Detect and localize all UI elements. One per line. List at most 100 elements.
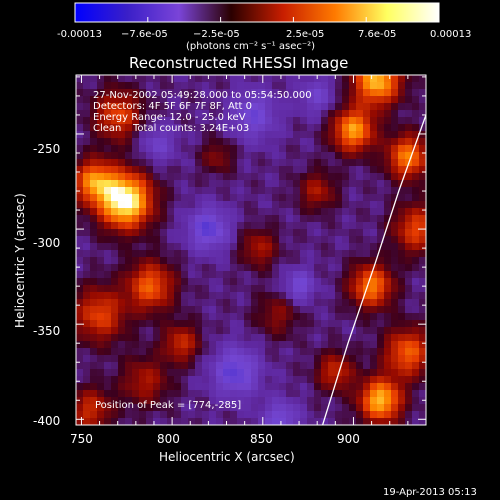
heatmap-cell xyxy=(279,75,287,83)
heatmap-cell xyxy=(139,250,147,258)
heatmap-cell xyxy=(356,75,364,83)
heatmap-cell xyxy=(230,404,238,412)
heatmap-cell xyxy=(167,285,175,293)
heatmap-cell xyxy=(314,390,322,398)
heatmap-cell xyxy=(195,215,203,223)
heatmap-cell xyxy=(251,145,259,153)
heatmap-cell xyxy=(160,320,168,328)
heatmap-cell xyxy=(209,96,217,104)
heatmap-cell xyxy=(405,334,413,342)
heatmap-cell xyxy=(118,313,126,321)
heatmap-cell xyxy=(195,194,203,202)
heatmap-cell xyxy=(398,299,406,307)
heatmap-cell xyxy=(412,411,420,419)
heatmap-cell xyxy=(398,138,406,146)
heatmap-cell xyxy=(384,89,392,97)
heatmap-cell xyxy=(258,383,266,391)
heatmap-cell xyxy=(188,299,196,307)
heatmap-cell xyxy=(195,229,203,237)
heatmap-cell xyxy=(314,334,322,342)
heatmap-cell xyxy=(139,383,147,391)
heatmap-cell xyxy=(251,250,259,258)
heatmap-cell xyxy=(384,376,392,384)
heatmap-cell xyxy=(279,124,287,132)
heatmap-cell xyxy=(132,208,140,216)
heatmap-cell xyxy=(146,390,154,398)
heatmap-cell xyxy=(405,138,413,146)
heatmap-cell xyxy=(181,96,189,104)
heatmap-cell xyxy=(412,341,420,349)
heatmap-cell xyxy=(307,257,315,265)
heatmap-cell xyxy=(286,166,294,174)
heatmap-cell xyxy=(391,320,399,328)
heatmap-cell xyxy=(174,138,182,146)
heatmap-cell xyxy=(174,313,182,321)
heatmap-cell xyxy=(258,229,266,237)
heatmap-cell xyxy=(314,229,322,237)
heatmap-cell xyxy=(230,418,238,425)
heatmap-cell xyxy=(97,187,105,195)
heatmap-cell xyxy=(363,411,371,419)
heatmap-cell xyxy=(83,152,91,160)
heatmap-cell xyxy=(244,229,252,237)
heatmap-cell xyxy=(153,89,161,97)
heatmap-cell xyxy=(342,257,350,265)
heatmap-cell xyxy=(398,257,406,265)
heatmap-cell xyxy=(286,194,294,202)
heatmap-cell xyxy=(251,96,259,104)
heatmap-cell xyxy=(125,264,133,272)
heatmap-cell xyxy=(76,103,84,111)
heatmap-cell xyxy=(146,180,154,188)
heatmap-cell xyxy=(307,145,315,153)
heatmap-cell xyxy=(412,110,420,118)
heatmap-cell xyxy=(349,278,357,286)
heatmap-cell xyxy=(195,75,203,83)
heatmap-cell xyxy=(216,187,224,195)
heatmap-cell xyxy=(111,285,119,293)
heatmap-cell xyxy=(265,152,273,160)
heatmap-cell xyxy=(398,124,406,132)
heatmap-cell xyxy=(160,75,168,83)
heatmap-cell xyxy=(370,124,378,132)
heatmap-cell xyxy=(216,320,224,328)
heatmap-cell xyxy=(223,271,231,279)
heatmap-cell xyxy=(370,131,378,139)
heatmap-cell xyxy=(181,215,189,223)
heatmap-cell xyxy=(279,110,287,118)
heatmap-cell xyxy=(293,110,301,118)
heatmap-cell xyxy=(258,194,266,202)
heatmap-cell xyxy=(223,383,231,391)
heatmap-cell xyxy=(104,82,112,90)
heatmap-cell xyxy=(307,152,315,160)
heatmap-cell xyxy=(230,159,238,167)
heatmap-cell xyxy=(188,82,196,90)
heatmap-cell xyxy=(405,145,413,153)
heatmap-cell xyxy=(279,327,287,335)
heatmap-cell xyxy=(370,404,378,412)
heatmap-cell xyxy=(174,404,182,412)
heatmap-cell xyxy=(97,341,105,349)
heatmap-cell xyxy=(307,320,315,328)
heatmap-cell xyxy=(377,390,385,398)
heatmap-cell xyxy=(286,271,294,279)
heatmap-cell xyxy=(104,404,112,412)
heatmap-cell xyxy=(377,82,385,90)
heatmap-cell xyxy=(384,355,392,363)
heatmap-cell xyxy=(181,124,189,132)
heatmap-cell xyxy=(244,236,252,244)
heatmap-cell xyxy=(111,236,119,244)
heatmap-cell xyxy=(307,271,315,279)
heatmap-cell xyxy=(412,166,420,174)
heatmap-cell xyxy=(328,341,336,349)
heatmap-cell xyxy=(377,75,385,83)
heatmap-cell xyxy=(328,75,336,83)
heatmap-cell xyxy=(104,145,112,153)
heatmap-cell xyxy=(132,334,140,342)
heatmap-cell xyxy=(216,362,224,370)
heatmap-cell xyxy=(405,152,413,160)
heatmap-cell xyxy=(342,201,350,209)
heatmap-cell xyxy=(195,369,203,377)
heatmap-cell xyxy=(104,159,112,167)
heatmap-cell xyxy=(167,187,175,195)
heatmap-cell xyxy=(300,285,308,293)
